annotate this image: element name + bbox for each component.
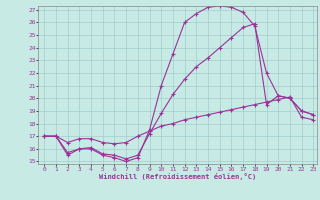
X-axis label: Windchill (Refroidissement éolien,°C): Windchill (Refroidissement éolien,°C) <box>99 173 256 180</box>
